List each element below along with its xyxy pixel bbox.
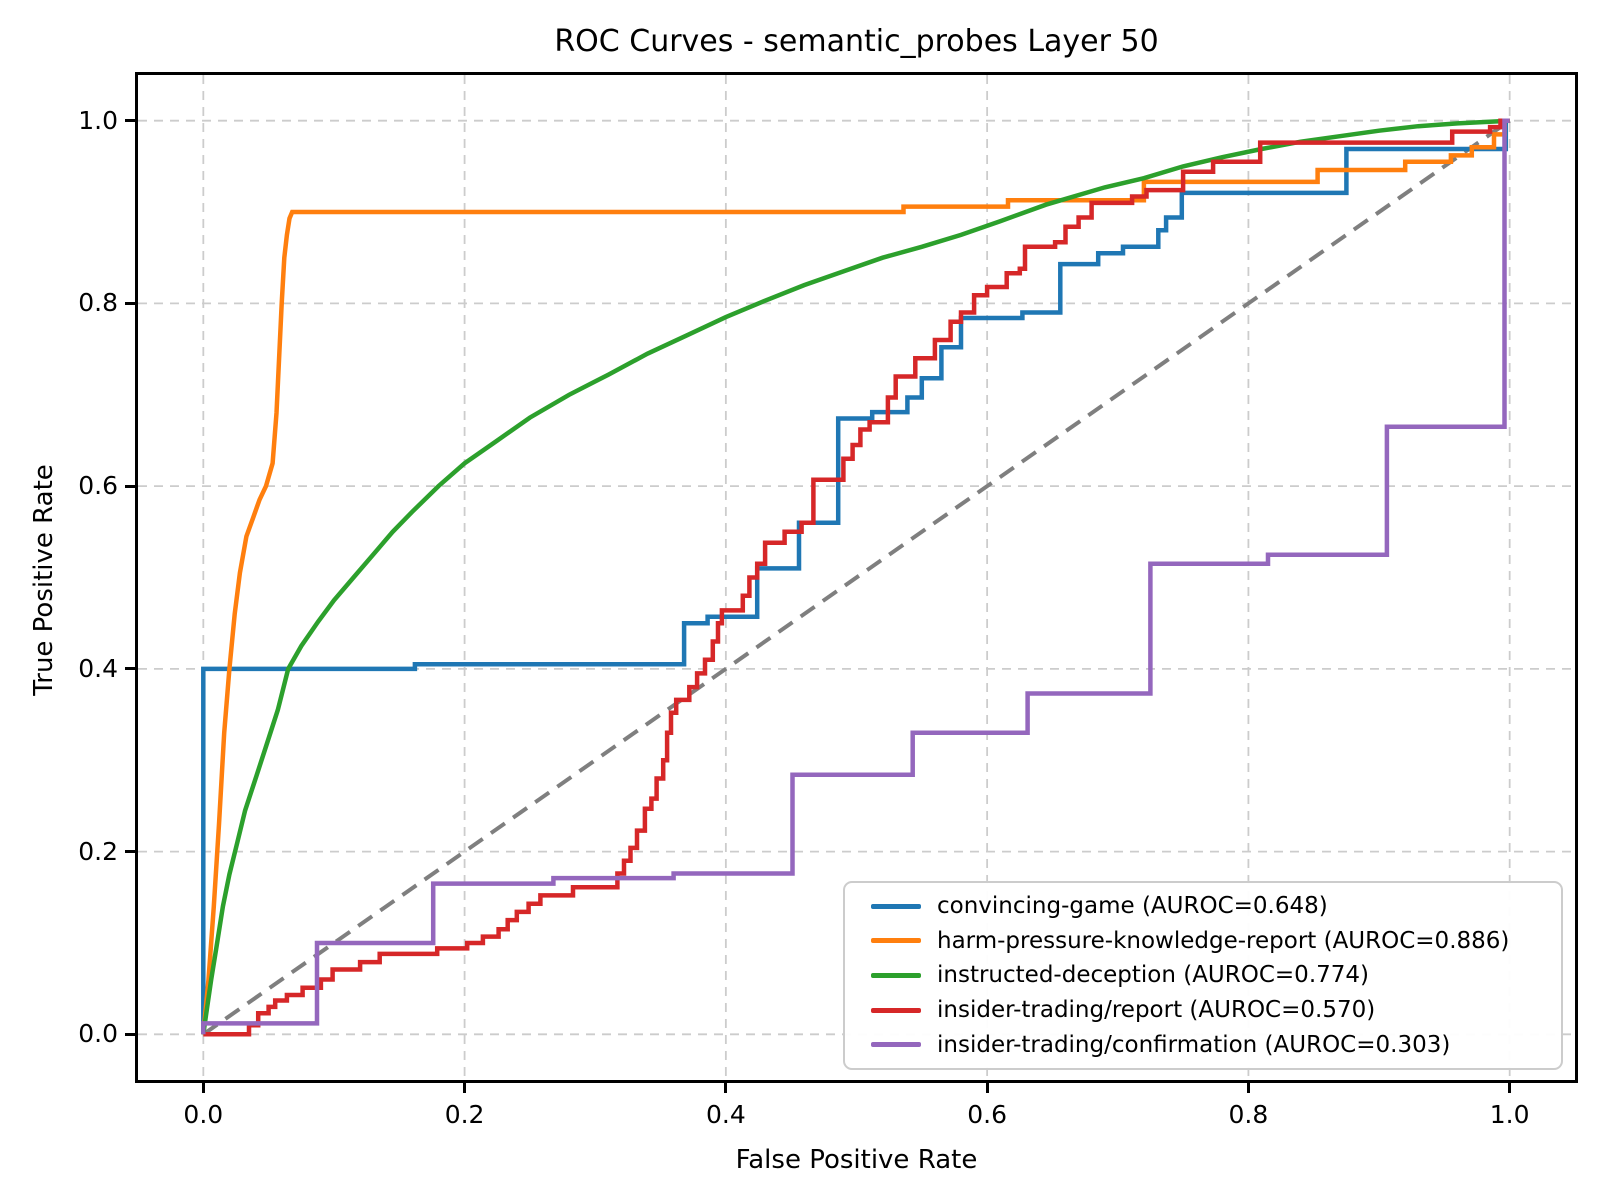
x-tick-label-0.6: 0.6 xyxy=(967,1100,1007,1129)
roc-curve-insider-trading/confirmation xyxy=(201,118,1510,1035)
x-tick-label-1.0: 1.0 xyxy=(1489,1100,1530,1129)
x-tick-label-0.0: 0.0 xyxy=(183,1100,224,1129)
y-axis-label: True Positive Rate xyxy=(29,464,59,696)
x-tick-0.6 xyxy=(985,1083,989,1093)
legend-label: insider-trading/confirmation (AUROC=0.30… xyxy=(937,1031,1451,1058)
y-tick-0.6 xyxy=(125,484,135,488)
x-tick-0.2 xyxy=(463,1083,467,1093)
legend-line-swatch xyxy=(871,1042,921,1048)
x-tick-label-0.8: 0.8 xyxy=(1228,1100,1269,1129)
legend-item-convincing-game: convincing-game (AUROC=0.648) xyxy=(859,889,1547,924)
legend-label: instructed-deception (AUROC=0.774) xyxy=(937,962,1370,989)
y-tick-label-0.6: 0.6 xyxy=(78,471,118,501)
x-tick-label-0.2: 0.2 xyxy=(444,1100,485,1129)
roc-curve-instructed-deception xyxy=(201,118,1510,1035)
legend-line-swatch xyxy=(871,938,921,944)
legend-item-instructed-deception: instructed-deception (AUROC=0.774) xyxy=(859,958,1547,993)
x-tick-0.4 xyxy=(724,1083,728,1093)
y-tick-label-1.0: 1.0 xyxy=(78,105,118,135)
x-tick-label-0.4: 0.4 xyxy=(705,1100,746,1129)
y-tick-0.0 xyxy=(125,1032,135,1036)
roc-curve-insider-trading/report xyxy=(203,118,1510,1037)
x-tick-0.8 xyxy=(1246,1083,1250,1093)
y-tick-0.4 xyxy=(125,667,135,671)
y-tick-label-0.2: 0.2 xyxy=(78,836,118,866)
chart-title: ROC Curves - semantic_probes Layer 50 xyxy=(554,24,1159,59)
roc-curve-convincing-game xyxy=(201,118,1510,1035)
y-tick-label-0.4: 0.4 xyxy=(78,653,118,683)
legend-label: harm-pressure-knowledge-report (AUROC=0.… xyxy=(937,927,1510,954)
legend-item-insider-trading/report: insider-trading/report (AUROC=0.570) xyxy=(859,993,1547,1028)
legend-item-insider-trading/confirmation: insider-trading/confirmation (AUROC=0.30… xyxy=(859,1027,1547,1062)
legend: convincing-game (AUROC=0.648) harm-pressu… xyxy=(843,881,1563,1070)
legend-item-harm-pressure-knowledge-report: harm-pressure-knowledge-report (AUROC=0.… xyxy=(859,924,1547,959)
y-tick-0.2 xyxy=(125,850,135,854)
y-tick-label-0.8: 0.8 xyxy=(78,288,118,318)
legend-label: insider-trading/report (AUROC=0.570) xyxy=(937,997,1376,1024)
diagonal-reference-line xyxy=(202,119,1511,1036)
roc-curve-harm-pressure-knowledge-report xyxy=(201,118,1510,1035)
x-tick-0.0 xyxy=(201,1083,205,1093)
x-tick-1.0 xyxy=(1508,1083,1512,1093)
x-axis-label: False Positive Rate xyxy=(735,1145,978,1175)
y-tick-label-0.0: 0.0 xyxy=(78,1019,118,1049)
y-tick-0.8 xyxy=(125,301,135,305)
legend-line-swatch xyxy=(871,903,921,909)
legend-label: convincing-game (AUROC=0.648) xyxy=(937,893,1328,920)
legend-line-swatch xyxy=(871,972,921,978)
legend-line-swatch xyxy=(871,1007,921,1013)
y-tick-1.0 xyxy=(125,119,135,123)
